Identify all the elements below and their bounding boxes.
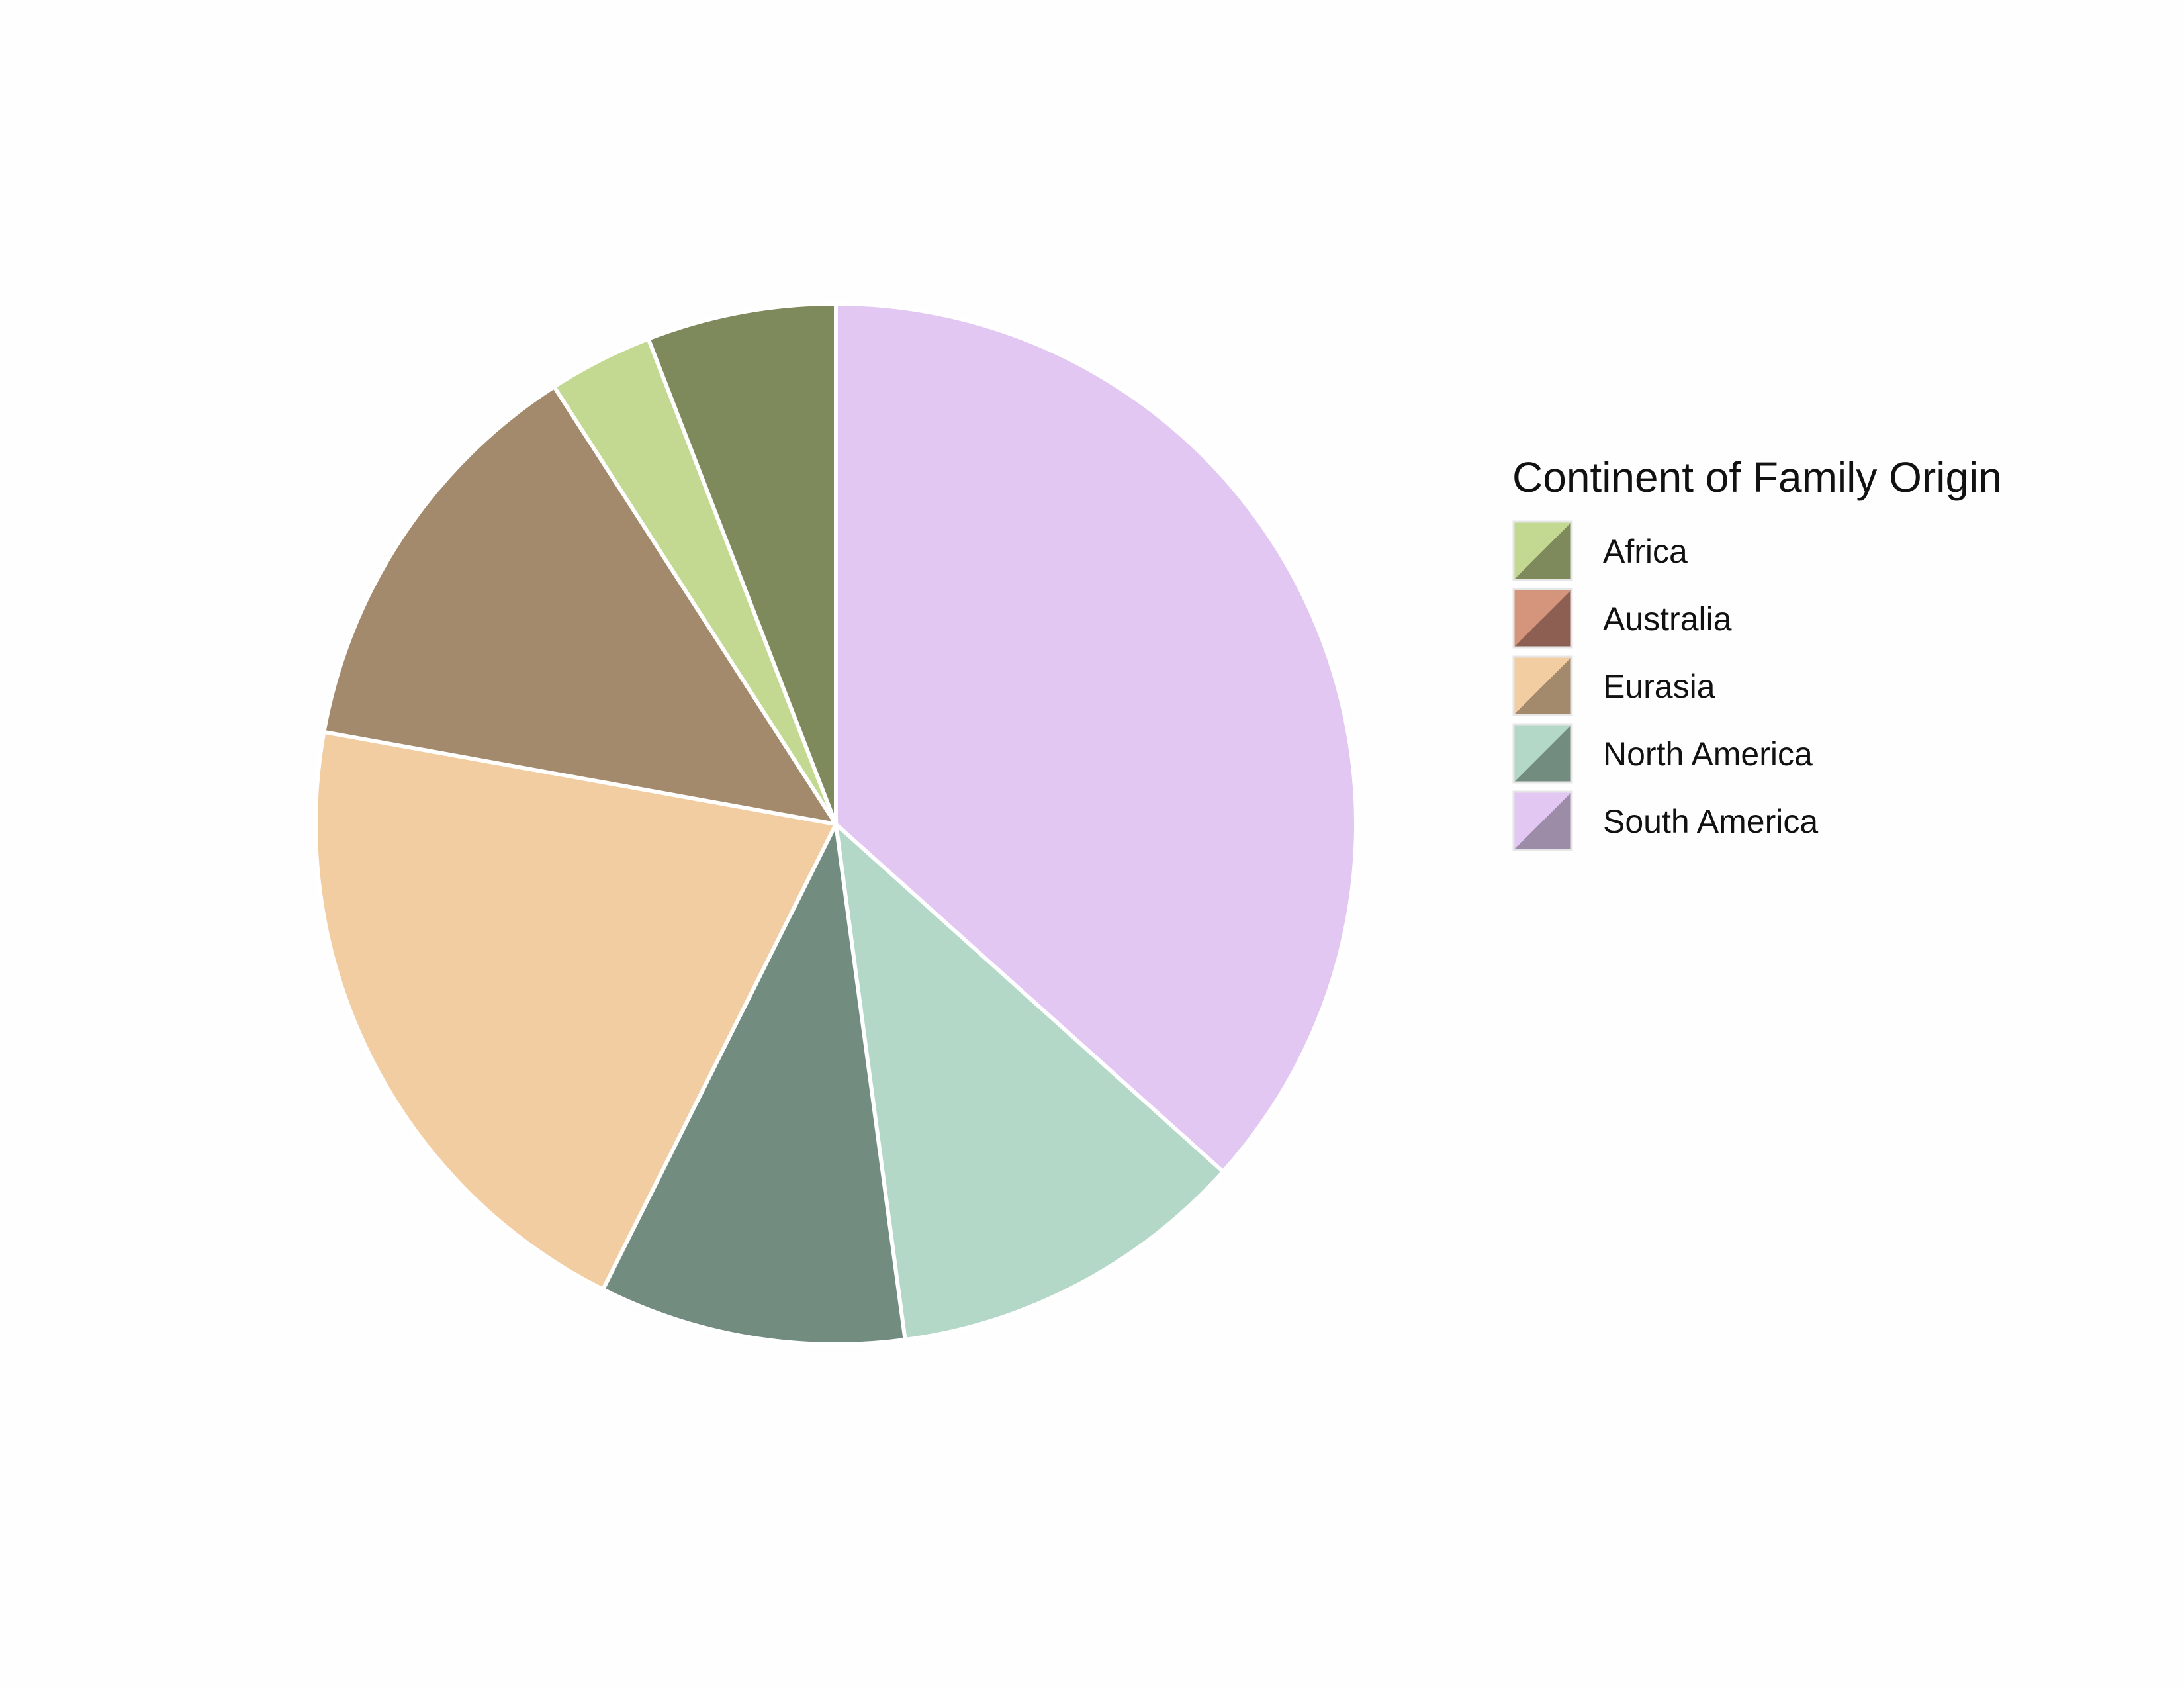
pie-slice-south-america-light xyxy=(834,302,1358,1174)
legend-title: Continent of Family Origin xyxy=(1512,453,2002,501)
legend: Continent of Family Origin Africa Austral… xyxy=(1512,453,2002,851)
legend-label: North America xyxy=(1603,735,1813,773)
pie-slice-north-america-light xyxy=(834,822,1225,1342)
legend-label: Eurasia xyxy=(1603,668,1715,705)
legend-label: Africa xyxy=(1603,533,1688,570)
pie-slice-eurasia-dark xyxy=(322,385,838,826)
legend-swatch xyxy=(1512,520,1573,581)
legend-item: South America xyxy=(1512,790,1818,851)
pie-slice-eurasia-light xyxy=(314,729,838,1291)
legend-swatch xyxy=(1512,655,1573,716)
legend-label: Australia xyxy=(1603,600,1732,637)
pie xyxy=(314,302,1358,1346)
legend-swatch xyxy=(1512,723,1573,784)
legend-swatch xyxy=(1512,790,1573,851)
legend-item: Africa xyxy=(1512,520,1688,581)
pie-slice-africa-dark xyxy=(646,302,838,826)
legend-swatch xyxy=(1512,588,1573,649)
pie-slice-north-america-dark xyxy=(601,822,907,1346)
legend-label: South America xyxy=(1603,803,1818,840)
legend-item: Eurasia xyxy=(1512,655,1715,716)
legend-item: North America xyxy=(1512,723,1813,784)
legend-item: Australia xyxy=(1512,588,1732,649)
